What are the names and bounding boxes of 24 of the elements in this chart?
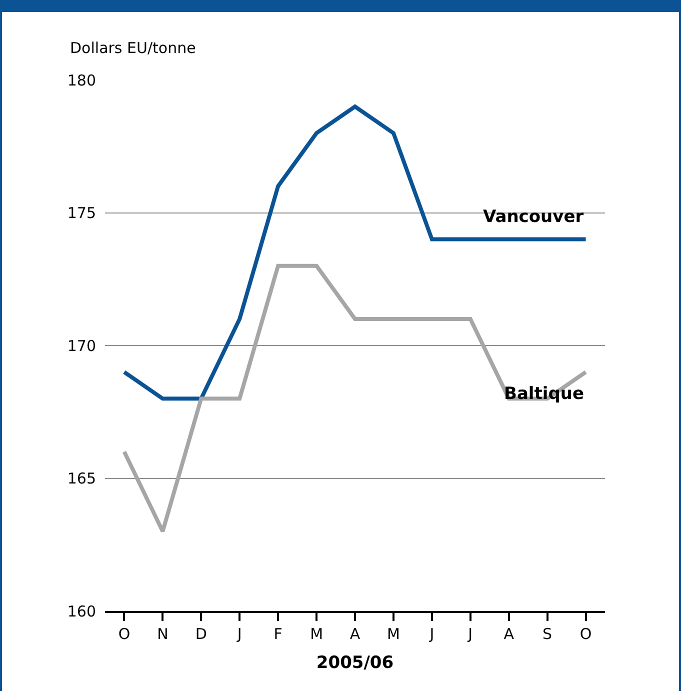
line-series — [122, 264, 588, 534]
x-tick-label: A — [350, 625, 361, 643]
x-tick-label: M — [310, 625, 324, 643]
x-tick-label: O — [118, 625, 130, 643]
x-tick-label: D — [195, 625, 207, 643]
x-tick-label: J — [467, 625, 473, 643]
x-tick-label: A — [504, 625, 515, 643]
series-label: Vancouver — [483, 207, 584, 227]
y-tick-label: 170 — [67, 336, 96, 355]
y-tick-label: 160 — [67, 602, 96, 620]
line-series — [122, 104, 588, 401]
y-tick-label: 180 — [67, 71, 96, 90]
y-axis-title: Dollars EU/tonne — [70, 39, 196, 57]
x-tick-label: M — [386, 625, 400, 643]
x-tick-label: S — [542, 625, 552, 643]
series-label: Baltique — [504, 384, 584, 404]
y-tick-label: 165 — [67, 470, 96, 488]
x-tick-label: F — [274, 625, 282, 643]
x-tick-label: O — [580, 625, 592, 643]
x-tick-label: J — [428, 625, 434, 643]
x-tick-label: N — [157, 625, 168, 643]
x-tick-label: J — [236, 625, 242, 643]
x-axis-title: 2005/06 — [316, 652, 394, 673]
y-tick-label: 175 — [67, 204, 96, 222]
